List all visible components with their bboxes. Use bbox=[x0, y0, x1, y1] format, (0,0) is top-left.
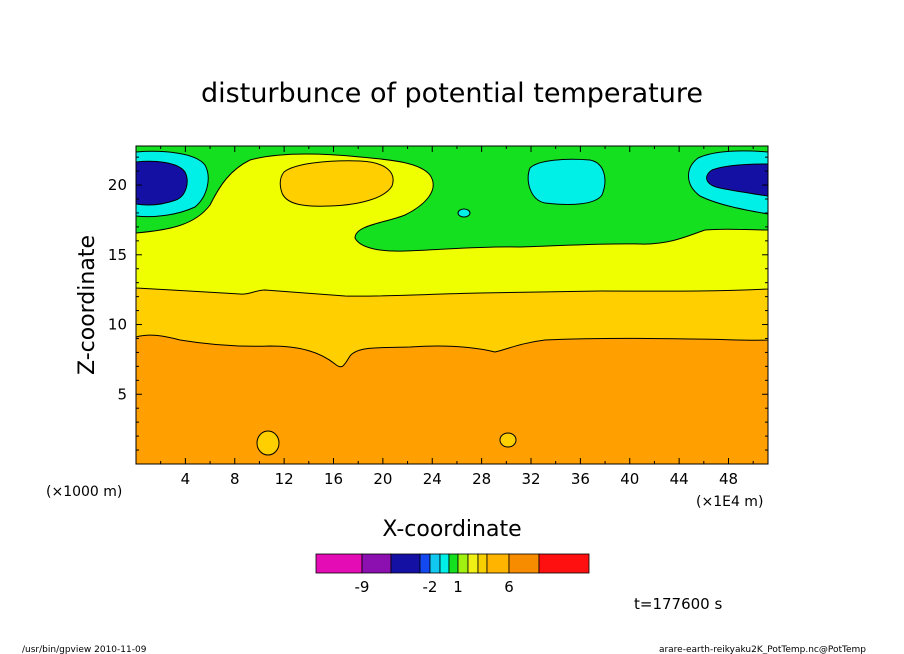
region-blob-bottom-2 bbox=[499, 432, 517, 448]
y-tick-label: 10 bbox=[108, 316, 127, 334]
region-blue-left bbox=[136, 160, 188, 206]
x-tick-label: 4 bbox=[181, 470, 191, 488]
region-cyan-dot bbox=[457, 208, 471, 218]
x-unit-right: (×1E4 m) bbox=[696, 494, 763, 510]
footer-right: arare-earth-reikyaku2K_PotTemp.nc@PotTem… bbox=[659, 645, 866, 654]
x-tick-label: 28 bbox=[472, 470, 491, 488]
region-blob-orange bbox=[279, 160, 394, 207]
colorbar-cell bbox=[508, 553, 540, 574]
colorbar-cell bbox=[538, 553, 590, 574]
region-cyan-mid bbox=[527, 158, 606, 205]
colorbar bbox=[315, 553, 590, 574]
colorbar-ticks: -9 -2 1 6 bbox=[355, 578, 514, 596]
time-label: t=177600 s bbox=[634, 595, 722, 613]
x-tick-label: 36 bbox=[571, 470, 590, 488]
colorbar-cell bbox=[448, 553, 459, 574]
x-tick-label: 44 bbox=[670, 470, 689, 488]
colorbar-cell bbox=[361, 553, 392, 574]
colorbar-cell bbox=[439, 553, 450, 574]
x-unit-left: (×1000 m) bbox=[46, 484, 122, 500]
plot-frame bbox=[135, 145, 769, 465]
y-tick-label: 15 bbox=[108, 246, 127, 264]
colorbar-cell bbox=[429, 553, 441, 574]
x-axis: 4 8 12 16 20 24 28 32 36 40 44 48 bbox=[160, 146, 754, 488]
x-tick-label: 8 bbox=[230, 470, 240, 488]
x-tick-label: 48 bbox=[719, 470, 738, 488]
y-tick-label: 20 bbox=[108, 176, 127, 194]
x-tick-label: 24 bbox=[423, 470, 442, 488]
y-axis: 5 10 15 20 bbox=[108, 156, 768, 451]
x-tick-label: 40 bbox=[620, 470, 639, 488]
region-blob-bottom-1 bbox=[256, 430, 280, 456]
x-tick-label: 12 bbox=[275, 470, 294, 488]
colorbar-cell bbox=[457, 553, 469, 574]
x-tick-label: 16 bbox=[324, 470, 343, 488]
footer-left: /usr/bin/gpview 2010-11-09 bbox=[22, 645, 147, 654]
x-tick-label: 20 bbox=[373, 470, 392, 488]
contour-field bbox=[136, 146, 768, 464]
x-tick-label: 32 bbox=[521, 470, 540, 488]
region-blue-right bbox=[706, 163, 768, 197]
colorbar-cell bbox=[419, 553, 431, 574]
x-axis-label: X-coordinate bbox=[382, 517, 521, 542]
region-green bbox=[136, 146, 768, 252]
colorbar-cell bbox=[467, 553, 479, 574]
colorbar-tick-label: 1 bbox=[453, 578, 463, 596]
colorbar-cell bbox=[390, 553, 421, 574]
colorbar-cell bbox=[315, 553, 363, 574]
colorbar-tick-label: 6 bbox=[504, 578, 514, 596]
colorbar-tick-label: -2 bbox=[423, 578, 438, 596]
chart-title: disturbunce of potential temperature bbox=[201, 78, 703, 109]
y-axis-label: Z-coordinate bbox=[75, 235, 100, 375]
colorbar-cell bbox=[477, 553, 488, 574]
colorbar-tick-label: -9 bbox=[355, 578, 370, 596]
colorbar-cell bbox=[486, 553, 510, 574]
y-tick-label: 5 bbox=[117, 385, 127, 403]
